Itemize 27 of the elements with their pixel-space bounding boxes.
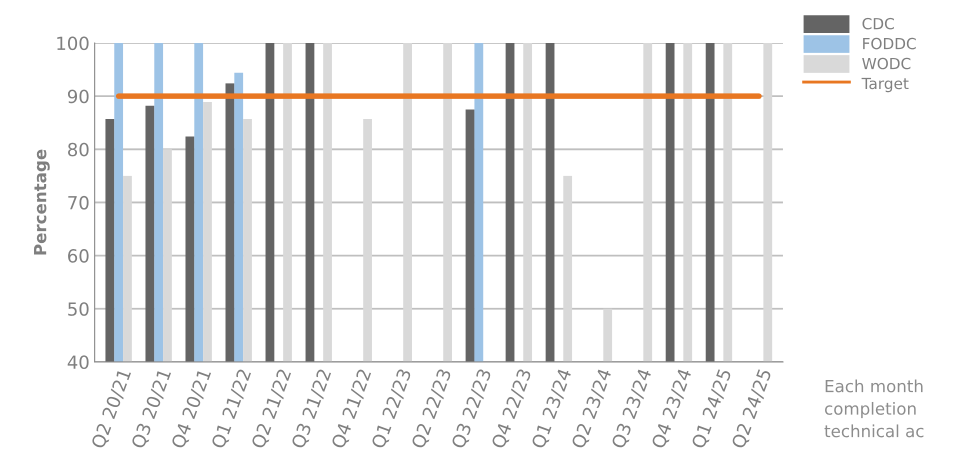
legend-label: FODDC	[863, 38, 916, 50]
x-tick-label: Q4 22/23	[490, 368, 534, 450]
legend-label: WODC	[862, 58, 910, 70]
y-tick-label: 100	[57, 36, 89, 50]
x-tick-label: Q4 20/21	[170, 368, 214, 450]
x-tick-label: Q1 24/25	[691, 368, 734, 450]
x-tick-label: Q1 22/23	[370, 368, 414, 450]
y-tick-label: 90	[68, 90, 89, 104]
x-tick-label: Q4 23/24	[651, 368, 694, 450]
legend-label: Target	[862, 78, 909, 92]
x-tick-label: Q3 21/22	[290, 368, 334, 450]
text: Each month completion technical ac	[824, 380, 924, 438]
y-tick-label: 60	[68, 249, 89, 263]
y-tick-label: 50	[68, 302, 89, 316]
legend-label: CDC	[862, 18, 894, 30]
x-tick-label: Q2 21/22	[250, 368, 294, 450]
x-tick-label: Q3 22/23	[450, 368, 494, 450]
x-tick-label: Q3 20/21	[130, 368, 174, 450]
x-tick-label: Q1 21/22	[210, 368, 254, 450]
x-tick-label: Q4 21/22	[330, 368, 374, 450]
y-tick-label: 40	[68, 355, 89, 370]
x-tick-label: Q2 20/21	[90, 368, 134, 450]
x-tick-label: Q2 24/25	[731, 368, 774, 450]
y-tick-label: 70	[68, 196, 89, 210]
y-axis-title: Percentage	[34, 150, 50, 255]
x-tick-label: Q2 22/23	[410, 368, 454, 450]
y-tick-label: 80	[68, 142, 89, 156]
